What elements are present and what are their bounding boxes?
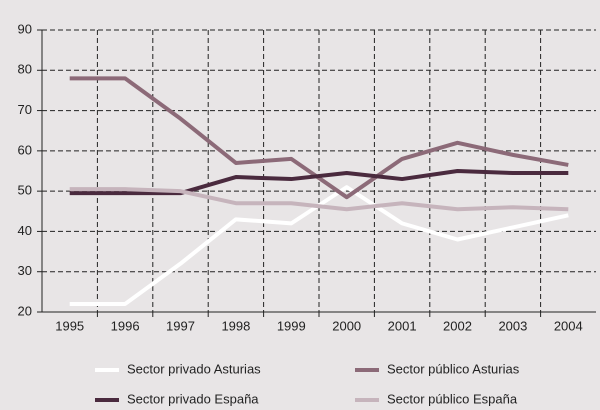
x-tick-label: 1996 bbox=[111, 318, 140, 333]
legend-label: Sector público España bbox=[387, 391, 518, 406]
series-line bbox=[69, 187, 569, 212]
series-line bbox=[69, 76, 569, 200]
y-tick-label: 90 bbox=[18, 21, 32, 36]
y-tick-label: 80 bbox=[18, 62, 32, 77]
legend-label: Sector privado España bbox=[127, 391, 259, 406]
x-tick-label: 1998 bbox=[221, 318, 250, 333]
x-tick-label: 2000 bbox=[332, 318, 361, 333]
x-tick-label: 2003 bbox=[498, 318, 527, 333]
x-tick-label: 1999 bbox=[277, 318, 306, 333]
x-tick-label: 2001 bbox=[388, 318, 417, 333]
y-tick-label: 70 bbox=[18, 102, 32, 117]
x-tick-label: 1997 bbox=[166, 318, 195, 333]
legend-label: Sector privado Asturias bbox=[127, 361, 261, 376]
x-tick-label: 2004 bbox=[554, 318, 583, 333]
y-tick-label: 30 bbox=[18, 263, 32, 278]
legend-label: Sector público Asturias bbox=[387, 361, 520, 376]
y-tick-label: 40 bbox=[18, 223, 32, 238]
x-tick-label: 2002 bbox=[443, 318, 472, 333]
series-line bbox=[69, 169, 569, 196]
y-tick-label: 20 bbox=[18, 303, 32, 318]
x-tick-label: 1995 bbox=[55, 318, 84, 333]
y-tick-label: 50 bbox=[18, 183, 32, 198]
y-tick-label: 60 bbox=[18, 142, 32, 157]
